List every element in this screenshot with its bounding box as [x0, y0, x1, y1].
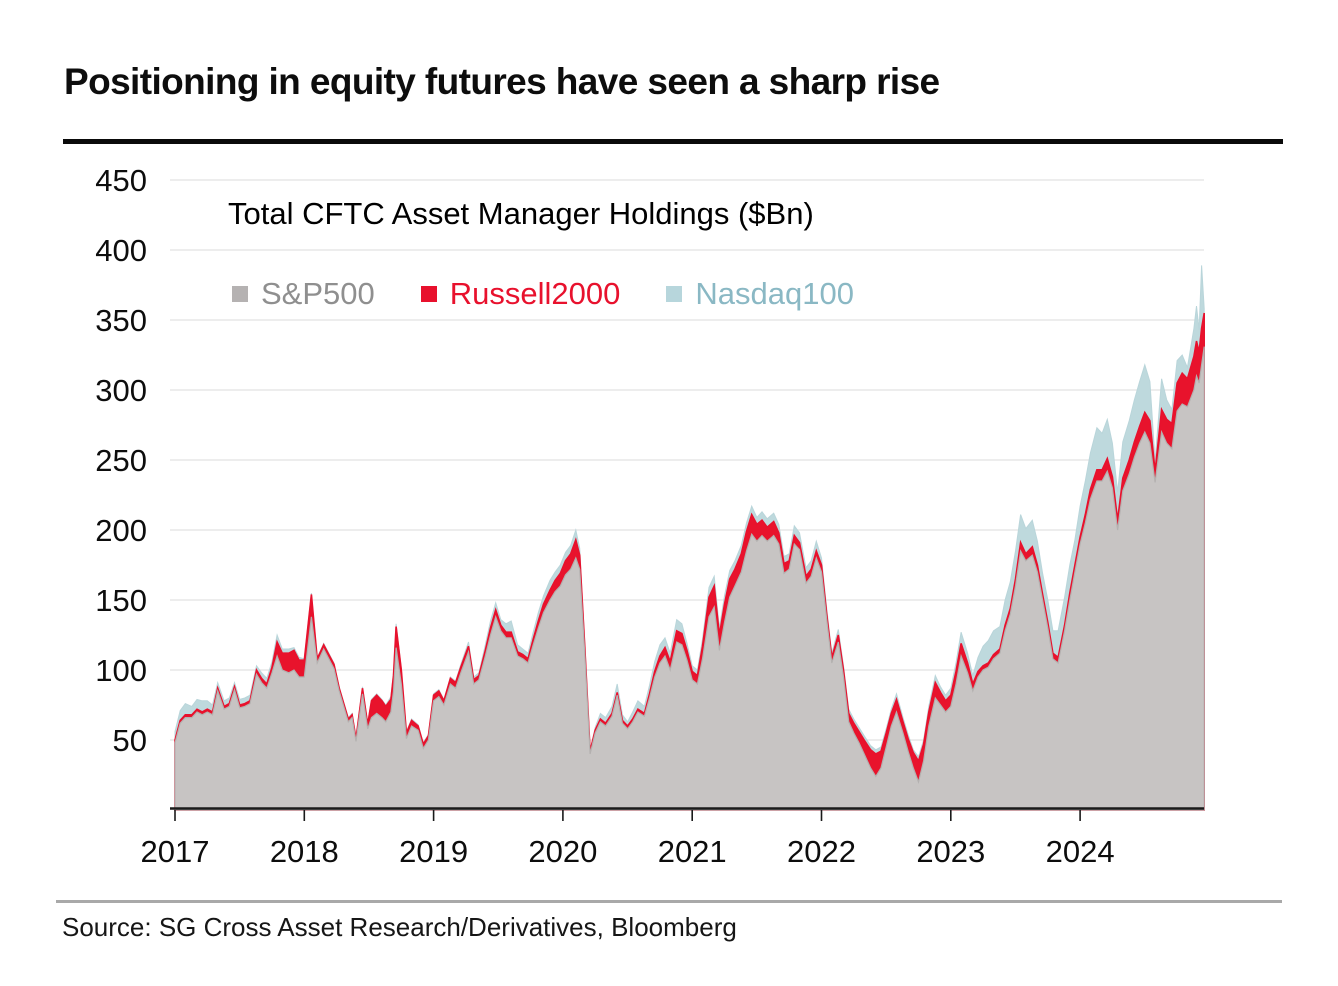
y-tick-label: 450: [95, 163, 147, 198]
legend-label: Russell2000: [449, 276, 621, 311]
y-tick-label: 250: [95, 443, 147, 478]
legend-swatch-icon: [666, 286, 683, 302]
y-tick-label: 200: [95, 513, 147, 548]
page-title: Positioning in equity futures have seen …: [64, 60, 940, 102]
y-axis-labels: 50 100 150 200 250 300 350 400 450: [95, 163, 147, 758]
x-tick-label: 2021: [658, 834, 727, 869]
legend-swatch-icon: [232, 286, 248, 302]
x-tick-label: 2023: [916, 834, 985, 869]
x-tick-label: 2019: [399, 834, 468, 869]
footer-divider-rule: [56, 900, 1282, 903]
chart-legend: S&P500 Russell2000 Nasdaq100: [232, 276, 854, 312]
x-tick-label: 2018: [270, 834, 339, 869]
x-tick-label: 2022: [787, 834, 856, 869]
legend-label: Nasdaq100: [695, 276, 854, 311]
x-axis-labels: 2017 2018 2019 2020 2021 2022 2023 2024: [141, 834, 1115, 869]
y-tick-label: 150: [95, 583, 147, 618]
legend-item-nasdaq100: Nasdaq100: [666, 276, 854, 312]
title-divider-rule: [63, 139, 1283, 144]
source-attribution: Source: SG Cross Asset Research/Derivati…: [62, 912, 737, 942]
y-tick-label: 50: [113, 723, 147, 758]
legend-swatch-icon: [420, 286, 437, 302]
y-tick-label: 300: [95, 373, 147, 408]
x-tick-label: 2024: [1046, 834, 1115, 869]
legend-item-russell2000: Russell2000: [420, 276, 621, 312]
x-axis-ticks: [174, 810, 1081, 821]
x-tick-label: 2020: [528, 834, 597, 869]
x-tick-label: 2017: [141, 834, 210, 869]
legend-label: S&P500: [261, 276, 375, 311]
y-tick-label: 350: [95, 303, 147, 338]
y-tick-label: 400: [95, 233, 147, 268]
legend-item-s&p500: S&P500: [232, 276, 375, 312]
chart-subtitle: Total CFTC Asset Manager Holdings ($Bn): [228, 196, 814, 231]
area-sp500: [174, 346, 1205, 811]
y-tick-label: 100: [95, 653, 147, 688]
